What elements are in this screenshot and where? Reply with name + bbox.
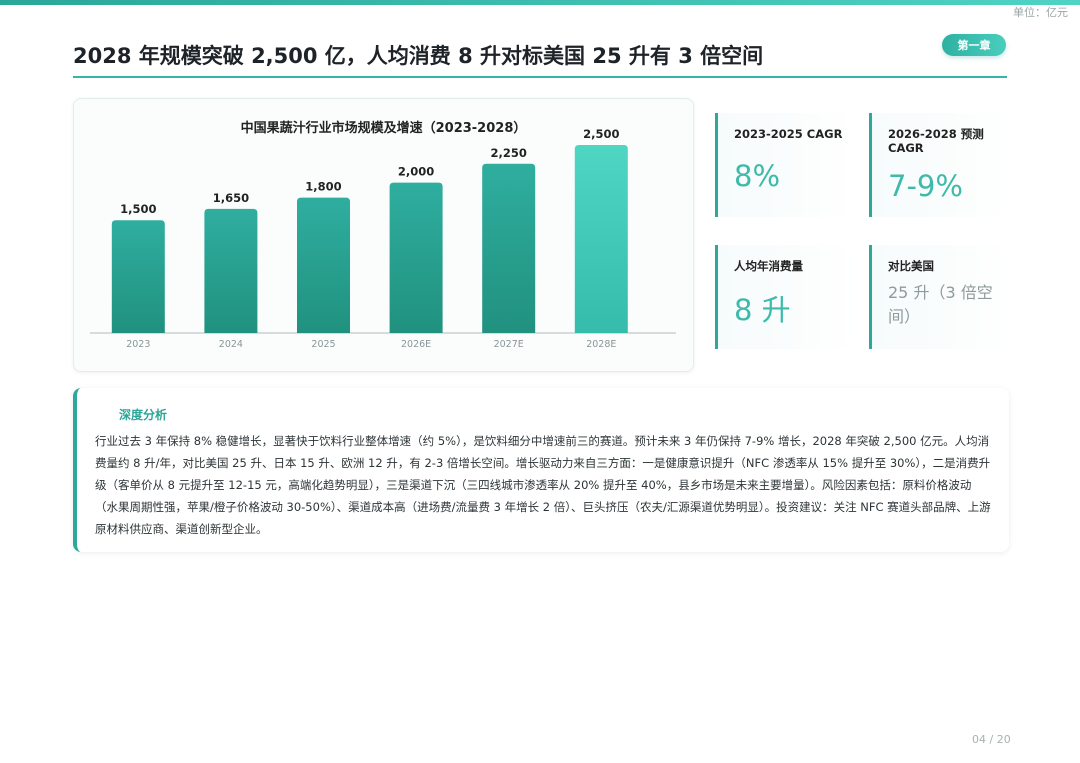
bar-value-label: 1,500	[120, 202, 156, 216]
x-tick-label: 2027E	[494, 339, 524, 350]
analysis-text: 行业过去 3 年保持 8% 稳健增长，显著快于饮料行业整体增速（约 5%），是饮…	[95, 434, 991, 536]
bar-2027E	[482, 163, 536, 333]
analysis-panel: 深度分析 行业过去 3 年保持 8% 稳健增长，显著快于饮料行业整体增速（约 5…	[73, 388, 1009, 552]
chapter-badge[interactable]: 第一章	[942, 34, 1006, 56]
kpi-value: 7-9%	[888, 169, 963, 203]
kpi-label: 2023-2025 CAGR	[734, 127, 843, 141]
bar-2026E	[389, 182, 443, 333]
kpi-label: 对比美国	[888, 259, 934, 273]
kpi-card-vs-us: 对比美国 25 升（3 倍空间）	[869, 245, 1012, 349]
page-number: 04 / 20	[972, 733, 1011, 746]
bar-2023	[111, 220, 165, 333]
kpi-value: 8 升	[734, 293, 791, 327]
bar-2028E	[574, 145, 628, 333]
bar-value-label: 1,650	[213, 191, 249, 205]
market-size-bar-chart: 1,500 2023 1,650 2024 1,800 2025 2,000 2026E 2,2…	[90, 127, 676, 350]
kpi-value: 8%	[734, 159, 781, 193]
bar-value-label: 2,000	[398, 165, 434, 179]
bar-value-label: 2,250	[491, 146, 527, 160]
x-tick-label: 2028E	[586, 339, 616, 350]
x-tick-label: 2025	[311, 339, 335, 350]
bar-value-label: 2,500	[583, 127, 619, 141]
bar-2024	[204, 208, 258, 333]
chart-title: 中国果蔬汁行业市场规模及增速（2023-2028）	[240, 121, 527, 136]
chart-card: 中国果蔬汁行业市场规模及增速（2023-2028） 1,500 2023 1,650…	[73, 98, 694, 372]
kpi-label: 2026-2028 预测 CAGR	[888, 127, 984, 155]
bar-value-label: 1,800	[305, 180, 341, 194]
x-tick-label: 2024	[219, 339, 243, 350]
kpi-card-per-capita: 人均年消费量 8 升	[715, 245, 858, 349]
kpi-value: 25 升（3 倍空间）	[888, 283, 993, 326]
x-tick-label: 2023	[126, 339, 150, 350]
analysis-heading: 深度分析	[119, 408, 168, 422]
unit-note: 单位：亿元	[1013, 6, 1068, 19]
page-title: 2028 年规模突破 2,500 亿，人均消费 8 升对标美国 25 升有 3 …	[73, 44, 764, 68]
title-divider	[73, 76, 1007, 78]
kpi-label: 人均年消费量	[734, 259, 803, 273]
top-accent-bar	[0, 0, 1080, 5]
bar-2025	[297, 197, 350, 333]
kpi-card-cagr-2023-2025: 2023-2025 CAGR 8%	[715, 113, 858, 217]
kpi-card-cagr-2026-2028: 2026-2028 预测 CAGR 7-9%	[869, 113, 1012, 217]
x-tick-label: 2026E	[401, 339, 431, 350]
